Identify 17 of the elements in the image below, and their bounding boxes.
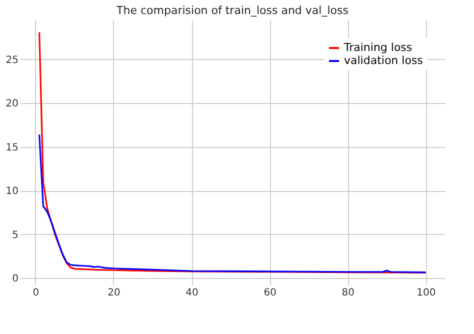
y-tick-label: 20: [6, 98, 18, 110]
line-series: [38, 31, 426, 274]
x-tick-label: 20: [108, 288, 120, 298]
x-tick-label: 60: [264, 288, 276, 298]
legend-label: validation loss: [344, 54, 424, 67]
x-tick-label: 0: [32, 288, 40, 298]
y-tick-label: 0: [12, 274, 18, 285]
legend-label: Training loss: [343, 41, 412, 54]
x-tick-label: 80: [342, 288, 354, 298]
y-tick-label: 15: [6, 142, 18, 154]
y-tick-label: 5: [12, 230, 18, 241]
y-tick-label: 10: [6, 186, 18, 198]
line-series: [38, 134, 426, 274]
y-tick-label: 25: [6, 54, 18, 66]
x-tick-label: 40: [186, 288, 198, 298]
x-tick-label: 100: [416, 288, 436, 298]
chart-title: The comparision of train_loss and val_loss: [116, 4, 349, 17]
